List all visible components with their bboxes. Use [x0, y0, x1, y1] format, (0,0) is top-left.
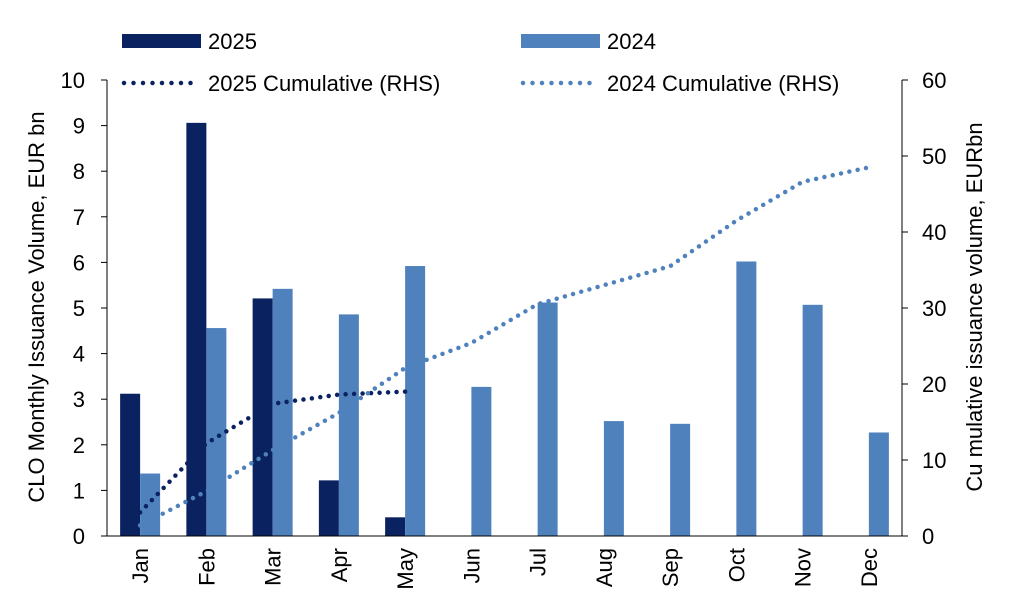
- bar-2024-Aug: [603, 421, 624, 536]
- y-left-tick-label: 7: [73, 205, 85, 230]
- bar-2024-Jan: [140, 473, 161, 536]
- bar-2025-Feb: [186, 122, 207, 536]
- legend: 2025 2024 2025 Cumulative (RHS) 2024 Cumula…: [121, 29, 839, 96]
- bar-2025-Apr: [318, 480, 339, 536]
- x-tick-label: Apr: [327, 548, 352, 582]
- cumulative-lines: [137, 165, 872, 528]
- x-tick-label: Mar: [261, 548, 286, 586]
- y-left-tick-label: 10: [61, 68, 85, 93]
- bar-2025-May: [385, 517, 406, 536]
- x-tick-label: May: [393, 548, 418, 590]
- y-right-tick-label: 20: [922, 372, 946, 397]
- y-left-tick-label: 9: [73, 114, 85, 139]
- legend-swatch-2025: [122, 34, 201, 48]
- legend-label-2025: 2025: [208, 29, 257, 54]
- y-left-tick-label: 1: [73, 478, 85, 503]
- y-left-tick-label: 3: [73, 387, 85, 412]
- y-right-tick-label: 60: [922, 68, 946, 93]
- x-tick-label: Jul: [526, 548, 551, 576]
- y-right-tick-label: 50: [922, 144, 946, 169]
- legend-label-2024 Cumulative (RHS): 2024 Cumulative (RHS): [607, 71, 839, 96]
- bar-2024-Apr: [338, 314, 359, 536]
- x-tick-label: Nov: [791, 548, 816, 587]
- line-2025 Cumulative (RHS): [137, 389, 408, 515]
- bars: [120, 122, 889, 536]
- x-tick-label: Jan: [128, 548, 153, 583]
- y-right-tick-label: 40: [922, 220, 946, 245]
- legend-swatch-2024: [521, 34, 600, 48]
- bar-2024-Feb: [206, 328, 227, 536]
- bar-2024-Sep: [670, 423, 691, 536]
- y-left-tick-label: 6: [73, 250, 85, 275]
- bar-2024-May: [405, 266, 426, 536]
- legend-label-2024: 2024: [607, 29, 656, 54]
- x-tick-label: Oct: [724, 548, 749, 582]
- x-tick-label: Aug: [592, 548, 617, 587]
- y-axis-left-title: CLO Monthly Issuance Volume, EUR bn: [24, 111, 49, 502]
- axes: 0 1 2 3 4 5 6 7 8 9 10 0 10 20 30 40 50 60 Jan Feb Mar Apr May…: [61, 68, 947, 590]
- line-2024 Cumulative (RHS): [137, 165, 872, 528]
- bar-2024-Oct: [736, 261, 757, 536]
- x-tick-label: Dec: [857, 548, 882, 587]
- y-right-tick-label: 10: [922, 448, 946, 473]
- bar-2024-Dec: [868, 432, 889, 536]
- x-tick-label: Sep: [658, 548, 683, 587]
- y-axis-right-title: Cu mulative issuance volume, EURbn: [962, 122, 987, 491]
- bar-2024-Nov: [802, 304, 823, 536]
- y-left-tick-label: 2: [73, 433, 85, 458]
- bar-2024-Jul: [537, 302, 558, 536]
- x-tick-label: Jun: [459, 548, 484, 583]
- legend-label-2025 Cumulative (RHS): 2025 Cumulative (RHS): [208, 71, 440, 96]
- x-tick-label: Feb: [194, 548, 219, 586]
- bar-2024-Mar: [272, 288, 293, 536]
- y-left-tick-label: 5: [73, 296, 85, 321]
- bar-2025-Jan: [120, 393, 141, 536]
- bar-2025-Mar: [252, 298, 273, 536]
- y-left-tick-label: 8: [73, 159, 85, 184]
- y-right-tick-label: 0: [922, 524, 934, 549]
- y-left-tick-label: 0: [73, 524, 85, 549]
- y-left-tick-label: 4: [73, 342, 85, 367]
- bar-2024-Jun: [471, 386, 492, 536]
- y-right-tick-label: 30: [922, 296, 946, 321]
